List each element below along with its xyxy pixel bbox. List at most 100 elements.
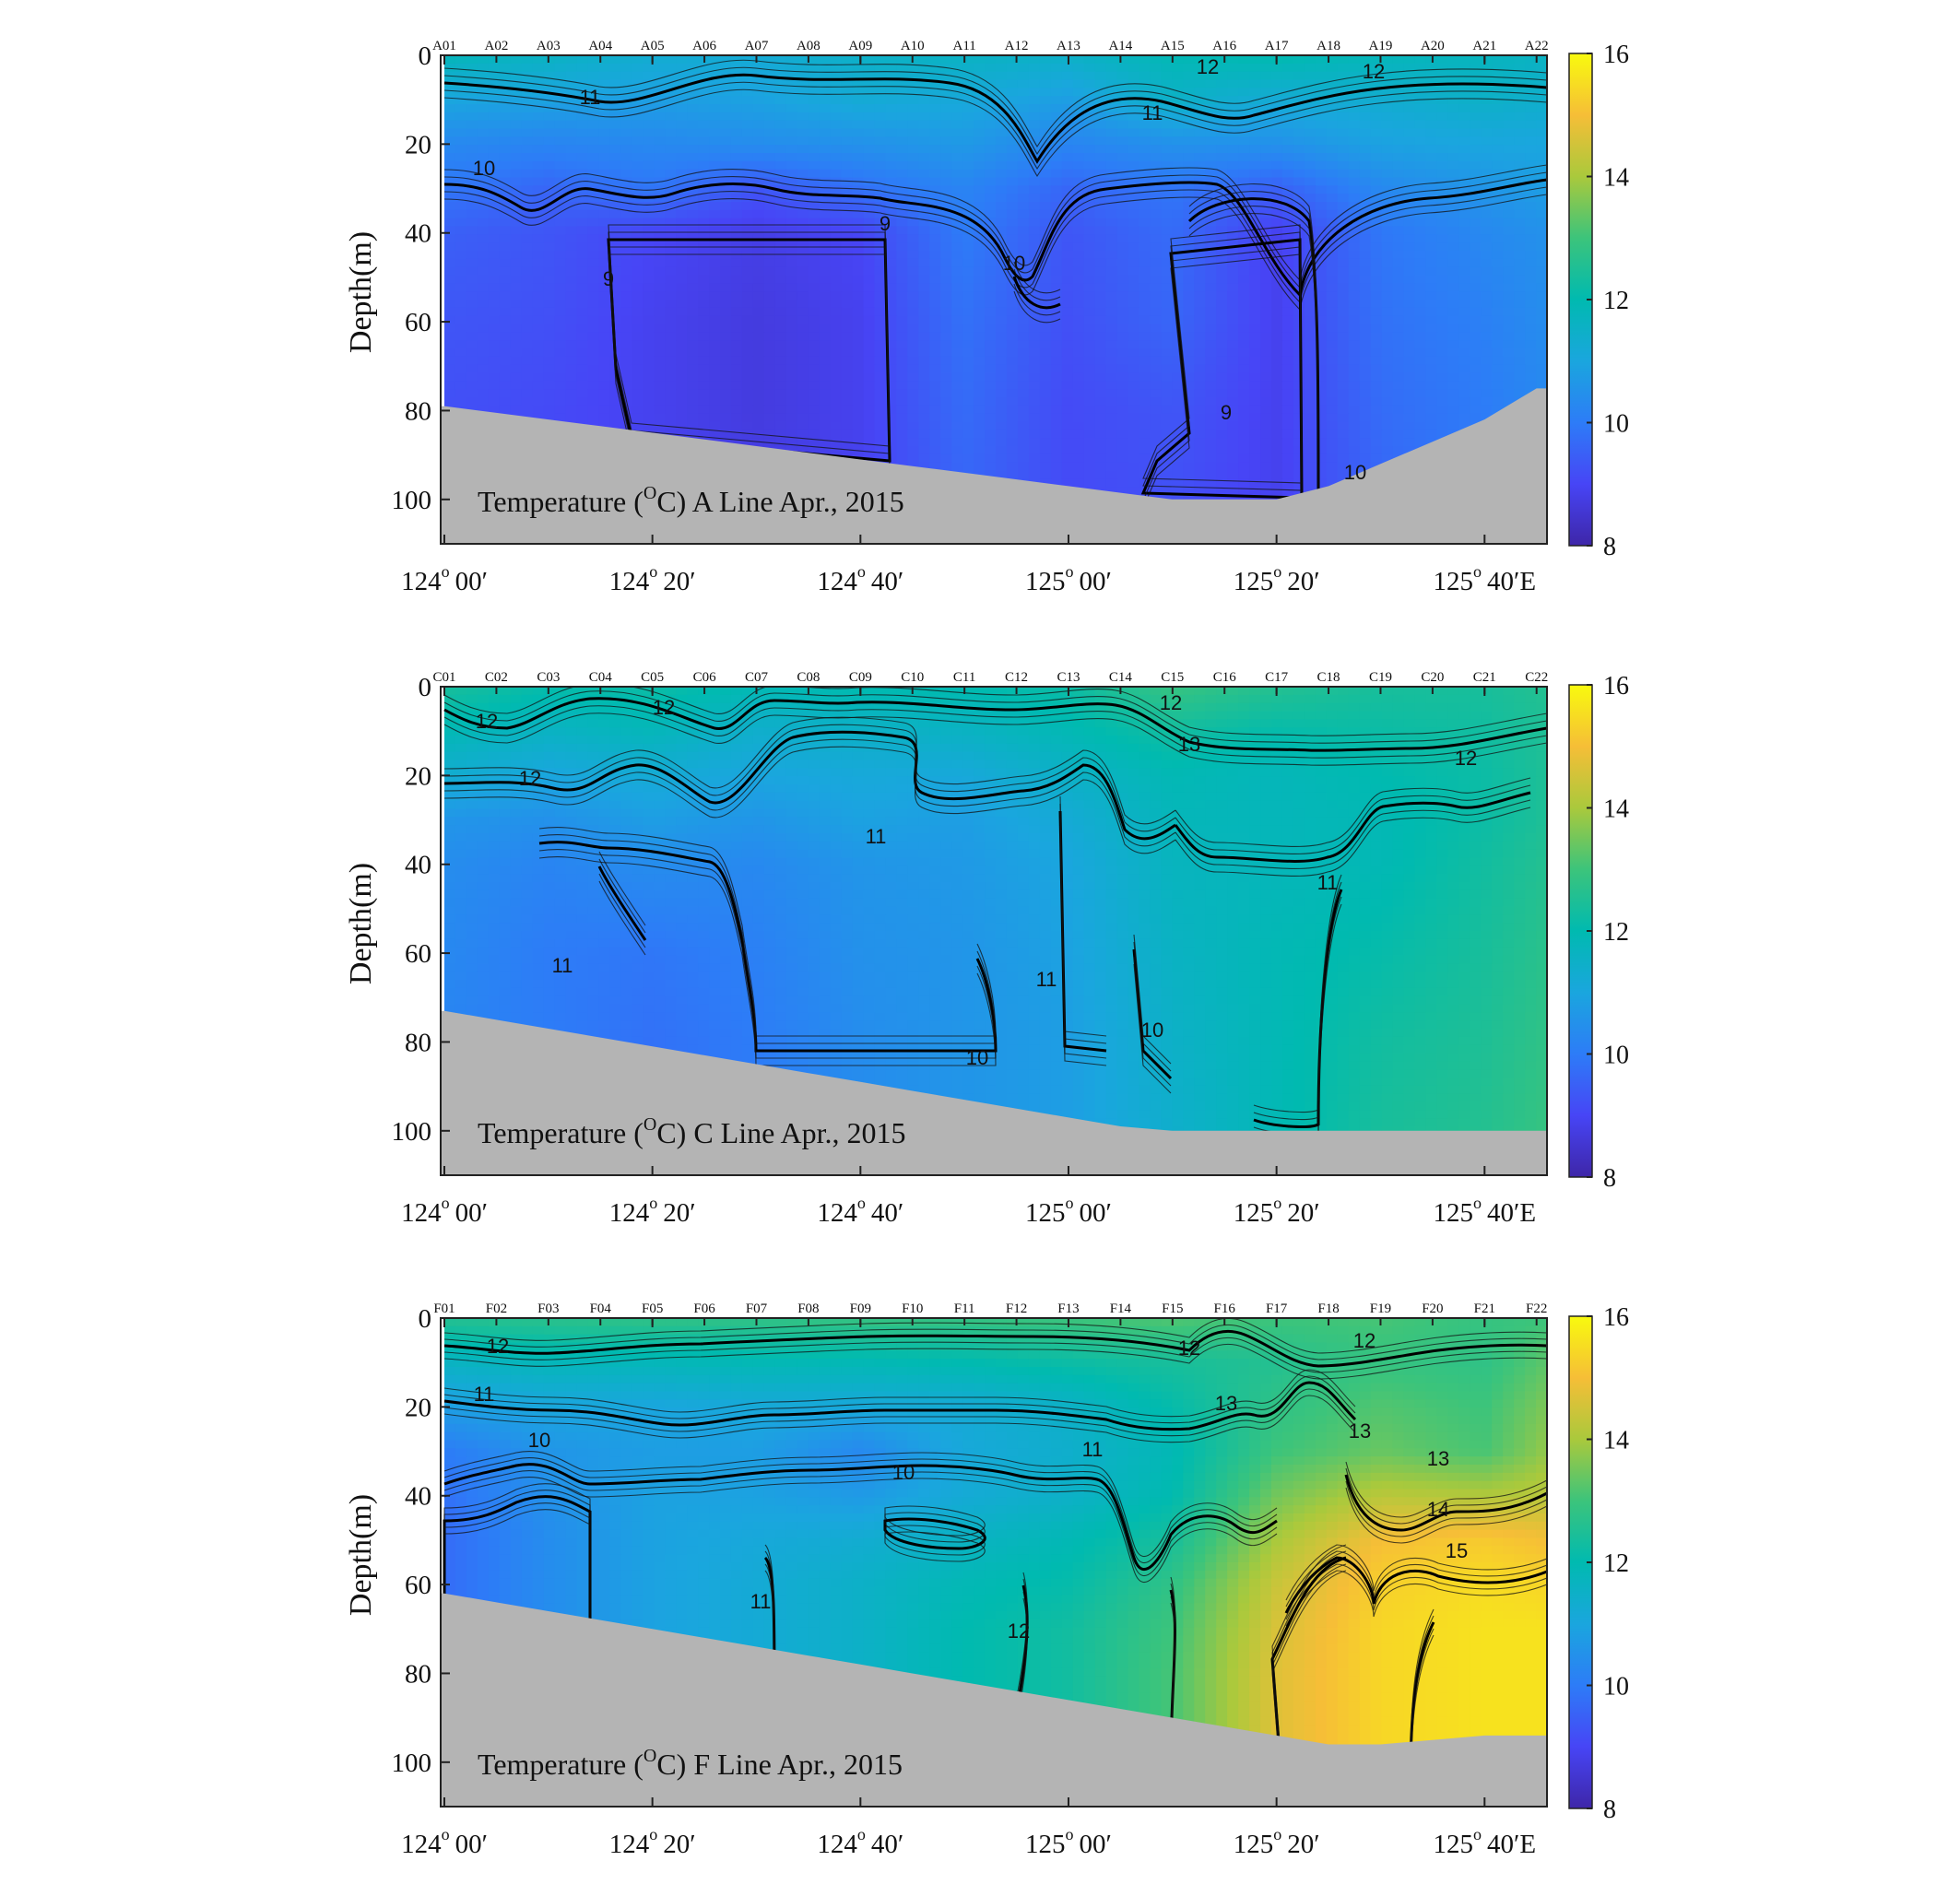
heat-cell xyxy=(1458,340,1471,349)
heat-cell xyxy=(1271,389,1283,398)
heat-cell xyxy=(1083,438,1096,447)
heat-cell xyxy=(488,185,501,194)
heat-cell xyxy=(1348,438,1361,447)
heat-cell xyxy=(830,324,843,334)
heat-cell xyxy=(576,397,589,406)
heat-cell xyxy=(1105,258,1118,268)
heat-cell xyxy=(1238,315,1250,325)
heat-cell xyxy=(1436,315,1449,325)
heat-cell xyxy=(466,234,478,243)
heat-cell xyxy=(951,226,963,236)
heat-cell xyxy=(532,153,545,162)
heat-cell xyxy=(874,446,887,455)
heat-cell xyxy=(1172,397,1185,406)
heat-cell xyxy=(1205,275,1217,285)
heat-cell xyxy=(929,226,941,236)
heat-cell xyxy=(1536,356,1547,366)
heat-cell xyxy=(1116,160,1129,171)
heat-cell xyxy=(1105,291,1118,300)
heat-cell xyxy=(1094,397,1107,406)
heat-cell xyxy=(1260,438,1272,447)
heat-cell xyxy=(830,185,843,194)
heat-cell xyxy=(841,145,854,154)
heat-cell xyxy=(763,291,776,300)
heat-cell xyxy=(565,185,578,194)
heat-cell xyxy=(1260,300,1272,309)
heat-cell xyxy=(687,120,699,130)
heat-cell xyxy=(554,381,567,390)
heat-cell xyxy=(896,234,909,243)
heat-cell xyxy=(477,372,490,383)
heat-cell xyxy=(1359,79,1372,89)
heat-cell xyxy=(852,372,865,383)
heat-cell xyxy=(1050,185,1063,194)
heat-cell xyxy=(1403,202,1416,211)
heat-cell xyxy=(907,202,920,211)
heat-cell xyxy=(698,364,710,374)
heat-cell xyxy=(1260,153,1272,162)
heat-cell xyxy=(543,112,556,122)
heat-cell xyxy=(1238,300,1250,309)
heat-cell xyxy=(720,202,732,211)
heat-cell xyxy=(1216,136,1228,146)
heat-cell xyxy=(698,389,710,398)
heat-cell xyxy=(1337,177,1350,187)
heat-cell xyxy=(1061,438,1074,447)
heat-cell xyxy=(741,340,754,349)
heat-cell xyxy=(477,160,490,171)
heat-cell xyxy=(1006,453,1019,464)
heat-cell xyxy=(929,145,941,154)
heat-cell xyxy=(598,79,611,89)
heat-cell xyxy=(940,356,952,366)
heat-cell xyxy=(1216,145,1228,154)
heat-cell xyxy=(687,307,699,317)
heat-cell xyxy=(1083,234,1096,243)
heat-cell xyxy=(1536,251,1547,260)
heat-cell xyxy=(1304,446,1317,455)
heat-cell xyxy=(918,218,931,228)
heat-cell xyxy=(1492,177,1504,187)
heat-cell xyxy=(1458,307,1471,317)
heat-cell xyxy=(1315,356,1328,366)
heat-cell xyxy=(785,307,798,317)
heat-cell xyxy=(996,283,1008,292)
heat-cell xyxy=(1514,88,1526,97)
heat-cell xyxy=(1150,283,1163,292)
heat-cell xyxy=(1514,202,1526,211)
heat-cell xyxy=(797,63,809,73)
heat-cell xyxy=(444,300,456,309)
heat-cell xyxy=(1392,226,1405,236)
heat-cell xyxy=(598,136,611,146)
heat-cell xyxy=(1525,202,1537,211)
heat-cell xyxy=(565,96,578,105)
heat-cell xyxy=(1337,291,1350,300)
heat-cell xyxy=(1481,356,1493,366)
heat-cell xyxy=(918,283,931,292)
heat-cell xyxy=(819,160,832,171)
heat-cell xyxy=(1061,364,1074,374)
heat-cell xyxy=(1172,291,1185,300)
heat-cell xyxy=(609,397,622,406)
heat-cell xyxy=(1116,446,1129,455)
heat-cell xyxy=(1337,120,1350,130)
heat-cell xyxy=(1039,169,1052,179)
heat-cell xyxy=(763,266,776,277)
heat-cell xyxy=(1492,348,1504,358)
heat-cell xyxy=(819,283,832,292)
heat-cell xyxy=(698,177,710,187)
heat-cell xyxy=(521,209,534,219)
heat-cell xyxy=(720,169,732,179)
heat-cell xyxy=(1249,275,1261,285)
heat-cell xyxy=(554,104,567,113)
heat-cell xyxy=(1436,251,1449,260)
heat-cell xyxy=(1337,421,1350,431)
heat-cell xyxy=(874,71,887,81)
heat-cell xyxy=(1458,145,1471,154)
heat-cell xyxy=(763,413,776,423)
heat-cell xyxy=(488,340,501,349)
heat-cell xyxy=(1227,145,1239,154)
heat-cell xyxy=(1304,348,1317,358)
heat-cell xyxy=(774,381,787,390)
heat-cell xyxy=(1348,300,1361,309)
heat-cell xyxy=(1392,324,1405,334)
